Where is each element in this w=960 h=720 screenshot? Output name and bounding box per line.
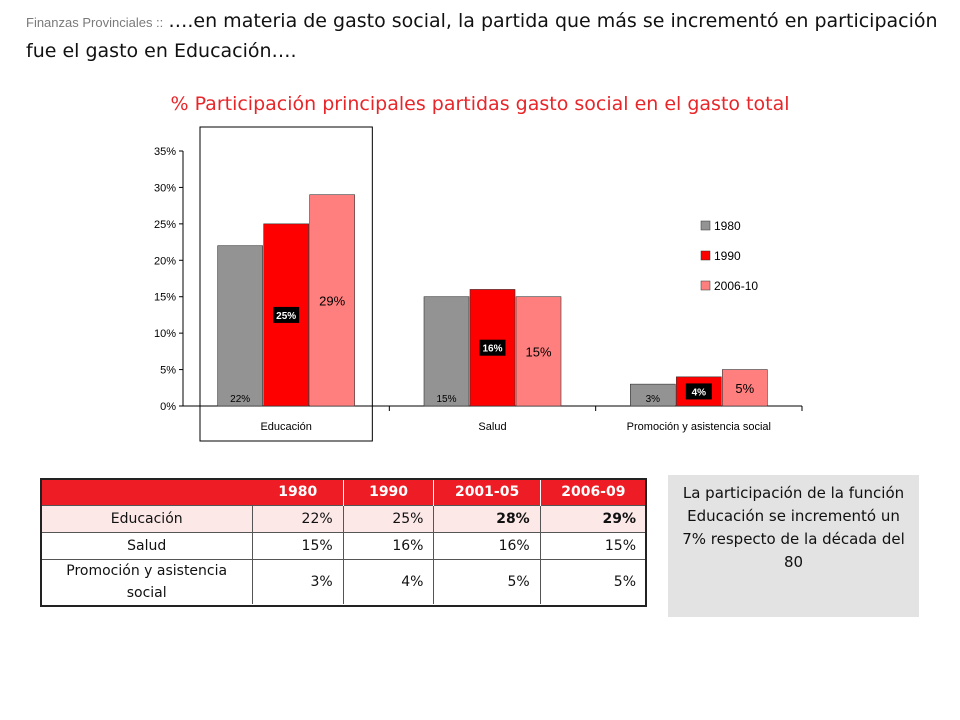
y-tick-label: 25% — [154, 219, 176, 231]
table-header-blank — [41, 479, 253, 506]
table-header-1990: 1990 — [343, 479, 435, 506]
legend-swatch — [700, 220, 711, 231]
table-header-2001-05: 2001-05 — [433, 479, 541, 506]
y-tick-label: 10% — [154, 328, 176, 340]
data-label: 15% — [525, 344, 551, 359]
y-tick-label: 15% — [154, 292, 176, 304]
table-cell: 5% — [433, 559, 541, 604]
data-label: 25% — [276, 311, 296, 322]
legend-label: 1990 — [714, 249, 741, 263]
table-cell: 16% — [343, 532, 435, 560]
note-text: La participación de la función Educación… — [682, 484, 905, 571]
slide-header: Finanzas Provinciales :: ….en materia de… — [26, 6, 946, 66]
bar-1980 — [630, 383, 676, 407]
data-label: 29% — [319, 293, 345, 308]
legend-label: 2006-10 — [714, 279, 758, 293]
table-cell: 25% — [343, 505, 435, 533]
data-label-box — [685, 383, 712, 400]
table-header-row: 1980 1990 2001-05 2006-09 — [41, 479, 648, 506]
table-row: Promoción y asistencia social 3% 4% 5% 5… — [41, 559, 648, 604]
legend-swatch — [700, 250, 711, 261]
bar-chart: 0% 5% 10% 15% 20% 25% 30% 35% Educación 22% 25% 29%… — [154, 126, 803, 442]
row-label: Salud — [41, 532, 254, 560]
bar-2006-10 — [515, 296, 562, 407]
table-cell: 16% — [433, 532, 541, 560]
table-row: Salud 15% 16% 16% 15% — [41, 532, 648, 560]
data-label-box — [273, 306, 300, 323]
data-label: 16% — [482, 344, 502, 355]
data-label-box — [479, 339, 506, 356]
y-tick-label: 30% — [154, 182, 176, 194]
chart-subtitle: % Participación principales partidas gas… — [170, 93, 790, 115]
legend-swatch — [700, 280, 711, 291]
section-label: Finanzas Provinciales :: — [26, 15, 164, 30]
table-cell: 4% — [343, 559, 435, 604]
data-label: 15% — [436, 394, 456, 405]
x-tick-label: Promoción y asistencia social — [627, 421, 771, 433]
bar-2006-10 — [309, 194, 355, 407]
y-tick-label: 35% — [154, 146, 176, 158]
data-label: 22% — [230, 394, 250, 405]
row-label: Educación — [41, 505, 254, 533]
data-label: 4% — [692, 387, 707, 398]
table-cell: 15% — [540, 532, 648, 560]
y-tick-label: 0% — [160, 401, 176, 413]
table-cell: 15% — [252, 532, 344, 560]
table-cell: 28% — [433, 505, 541, 533]
data-table: 1980 1990 2001-05 2006-09 Educación 22% … — [41, 479, 648, 604]
y-tick-label: 20% — [154, 255, 176, 267]
table-cell: 22% — [252, 505, 344, 533]
table-cell: 5% — [540, 559, 648, 604]
y-tick-label: 5% — [160, 365, 176, 377]
highlight-box — [199, 126, 373, 442]
table-header-1980: 1980 — [252, 479, 344, 506]
data-label: 5% — [735, 381, 754, 396]
note-box: La participación de la función Educación… — [668, 475, 919, 617]
legend-label: 1980 — [714, 219, 741, 233]
lead-text: ….en materia de gasto social, la partida… — [26, 10, 938, 62]
table-header-2006-09: 2006-09 — [540, 479, 648, 506]
bar-1980 — [217, 245, 263, 407]
data-label: 3% — [646, 394, 661, 405]
x-tick-label: Salud — [478, 421, 506, 433]
x-tick-label: Educación — [260, 421, 311, 433]
row-label: Promoción y asistencia social — [41, 559, 254, 604]
table-cell: 3% — [252, 559, 344, 604]
table-cell: 29% — [540, 505, 648, 533]
table-row: Educación 22% 25% 28% 29% — [41, 505, 648, 533]
bar-2006-10 — [722, 369, 768, 407]
bar-1980 — [423, 296, 470, 407]
